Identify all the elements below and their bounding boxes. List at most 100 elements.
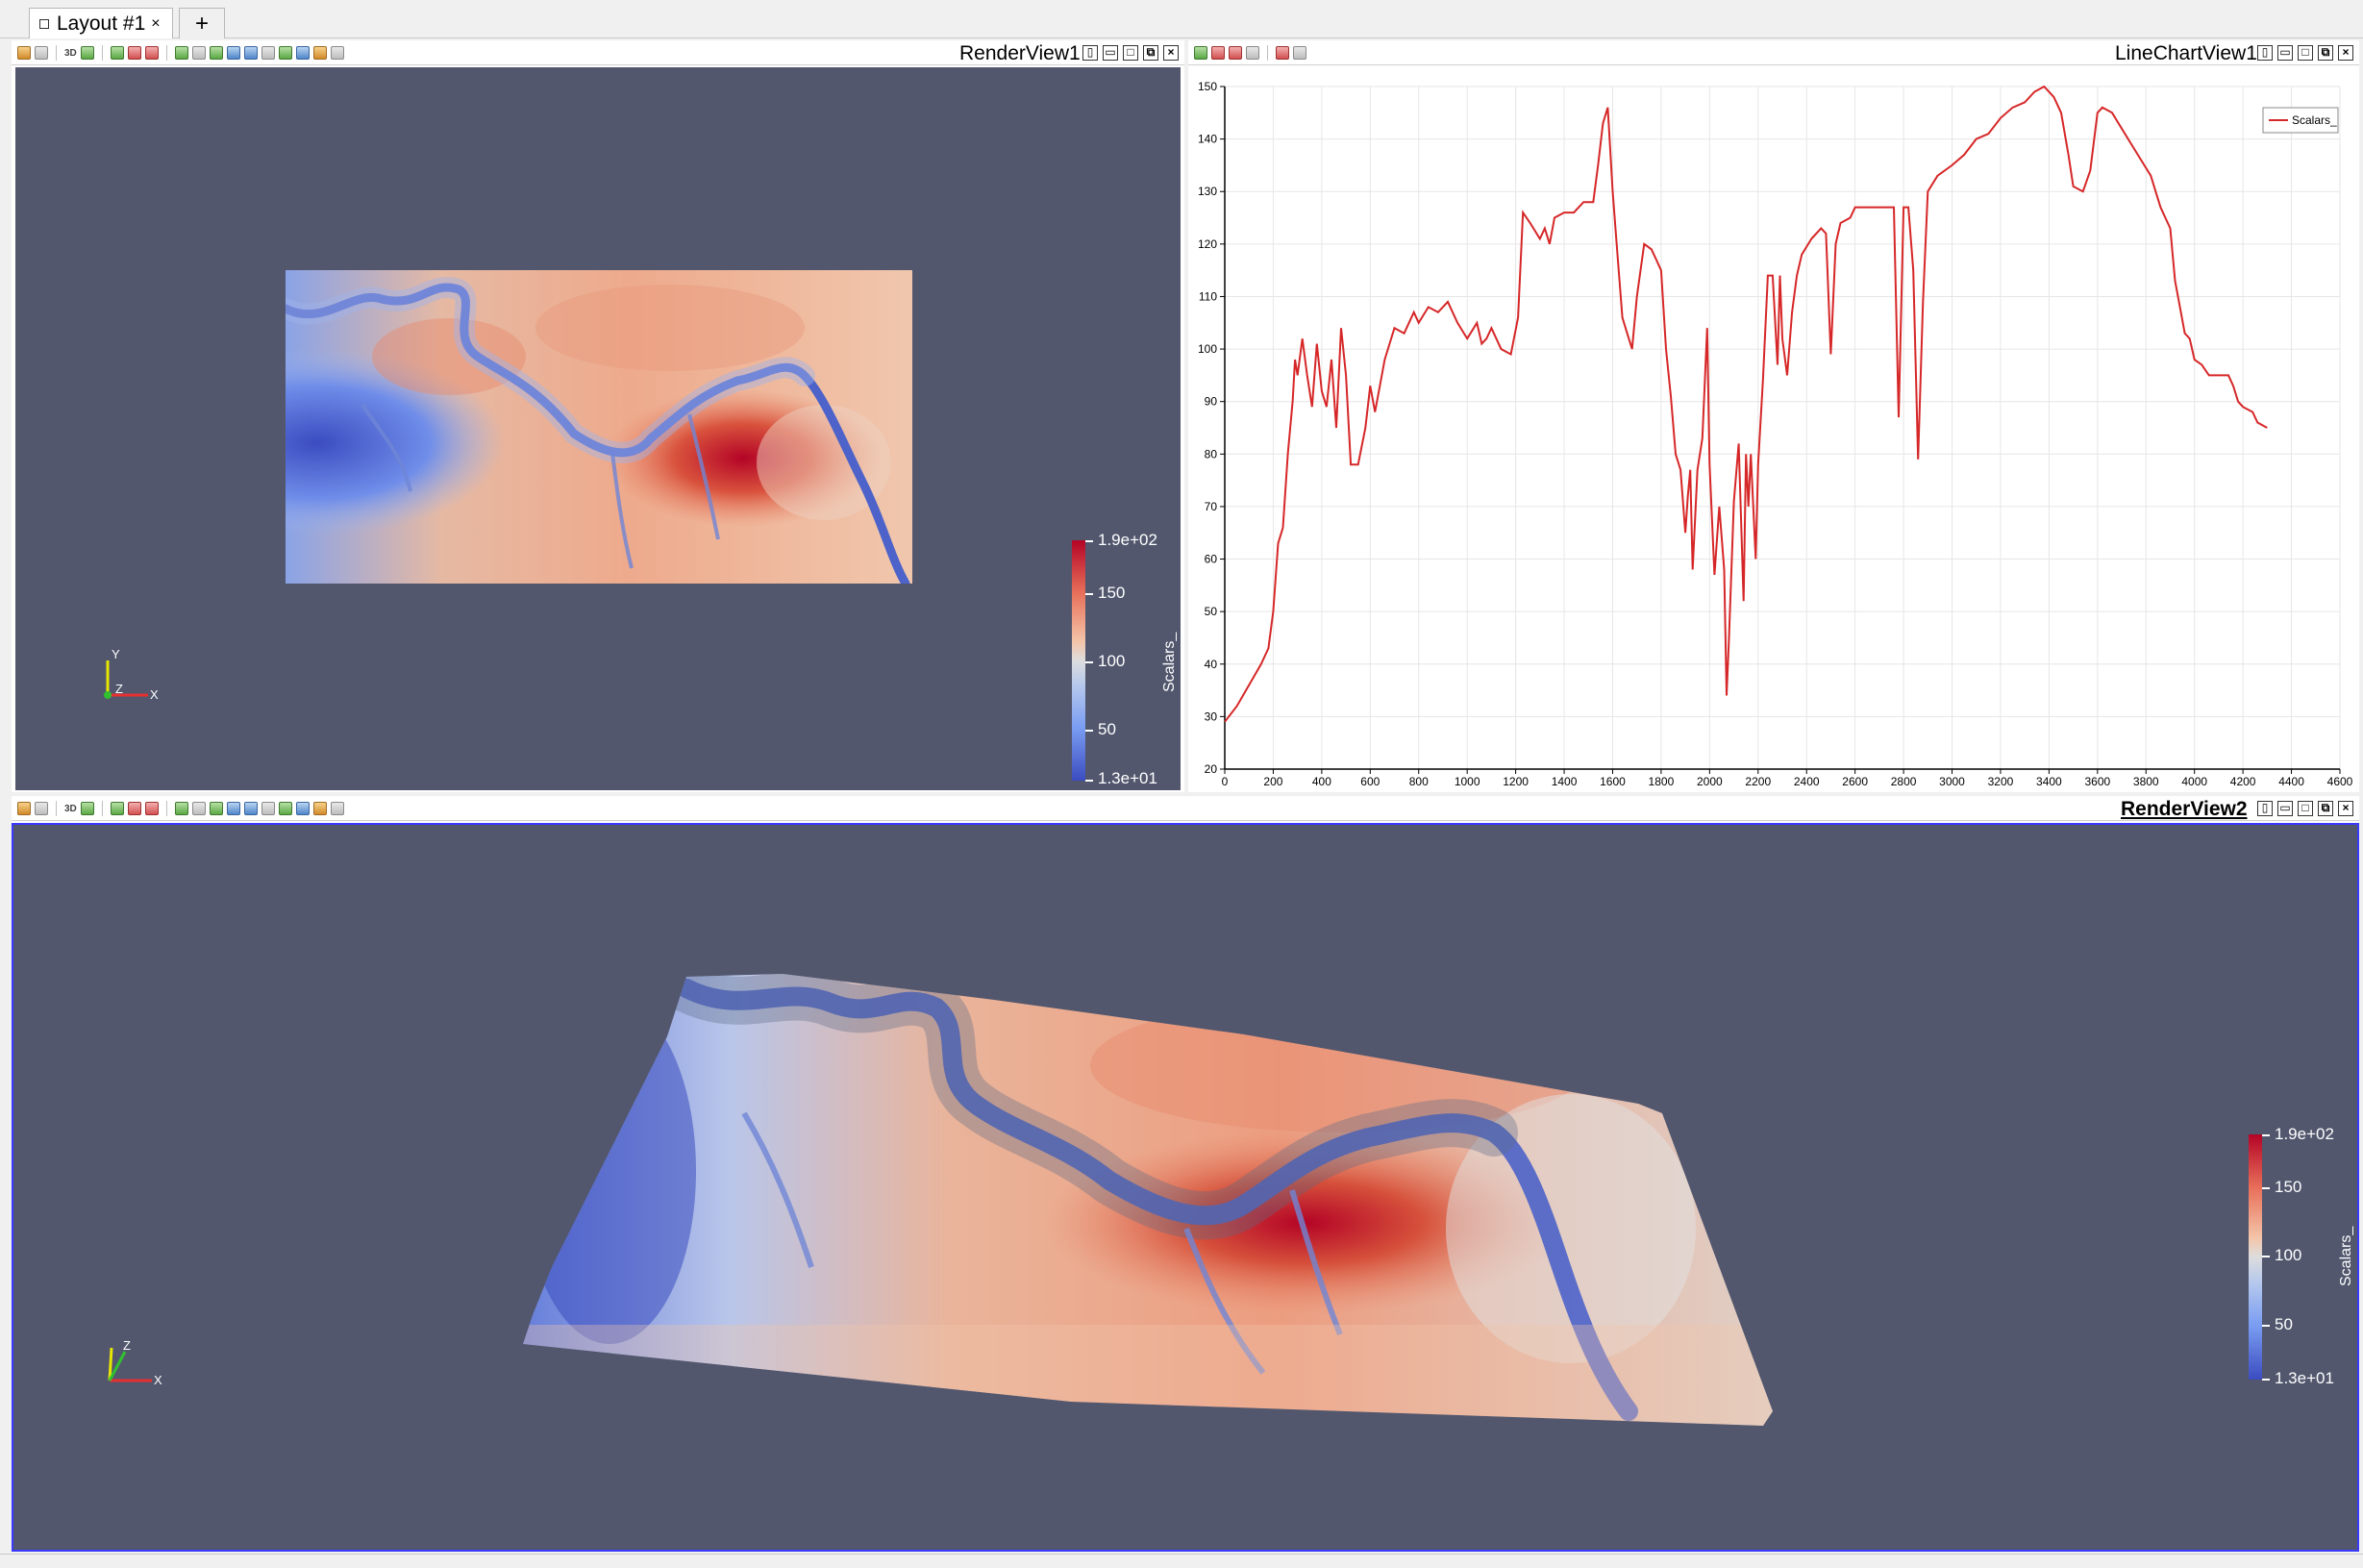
select-frustum-icon[interactable] bbox=[174, 46, 188, 60]
scalar-bar-2-tick bbox=[2262, 1379, 2270, 1381]
chart-clear-selection-icon[interactable] bbox=[1276, 46, 1289, 60]
line-chart[interactable]: 0 200 400 600 800 1000 1200 1400 1600 1800 2000 220… bbox=[1188, 67, 2359, 792]
tab-close-icon[interactable]: × bbox=[151, 14, 161, 32]
clear-selection-icon[interactable] bbox=[330, 802, 344, 815]
x-tick-label: 2400 bbox=[1794, 775, 1820, 788]
y-tick-label: 120 bbox=[1198, 237, 1217, 251]
hover-cells-icon[interactable] bbox=[243, 46, 258, 60]
hover-points-icon[interactable] bbox=[226, 46, 240, 60]
chart-select-toggle-icon[interactable] bbox=[1246, 46, 1259, 60]
split-horizontal-icon[interactable]: ▯ bbox=[1082, 45, 1098, 61]
query-icon[interactable] bbox=[295, 46, 310, 60]
maximize-icon[interactable]: □ bbox=[2298, 801, 2313, 816]
select-frustum-icon[interactable] bbox=[174, 802, 188, 815]
scalar-bar-1-label-50: 50 bbox=[1098, 720, 1116, 738]
chart-capture-icon[interactable] bbox=[1293, 46, 1306, 60]
split-vertical-icon[interactable]: ▭ bbox=[2277, 801, 2293, 816]
scalar-bar-2-label-150: 150 bbox=[2275, 1178, 2302, 1196]
select-block-icon[interactable] bbox=[144, 46, 159, 60]
x-tick-label: 600 bbox=[1360, 775, 1380, 788]
select-block-icon[interactable] bbox=[144, 802, 159, 815]
chart-select-add-icon[interactable] bbox=[1211, 46, 1225, 60]
maximize-icon[interactable]: □ bbox=[1123, 45, 1138, 61]
undock-icon[interactable]: ⧉ bbox=[2318, 801, 2333, 816]
undock-icon[interactable]: ⧉ bbox=[2318, 45, 2333, 61]
render-view-1-frame: 3D RenderView1 ▯ ▭ bbox=[12, 40, 1184, 792]
split-horizontal-icon[interactable]: ▯ bbox=[2257, 801, 2273, 816]
scalar-bar-1-label-100: 100 bbox=[1098, 652, 1126, 670]
y-tick-label: 100 bbox=[1198, 342, 1217, 356]
close-view-icon[interactable]: × bbox=[1163, 45, 1179, 61]
interactive-select-icon[interactable] bbox=[209, 802, 223, 815]
edit-selection-icon[interactable] bbox=[312, 46, 327, 60]
scalar-bar-2-tick bbox=[2262, 1325, 2270, 1327]
toggle-3d-button[interactable]: 3D bbox=[64, 47, 77, 59]
scalar-bar-1-label-max: 1.9e+02 bbox=[1098, 531, 1157, 549]
hover-cells-icon[interactable] bbox=[243, 802, 258, 815]
hover-points-icon[interactable] bbox=[226, 802, 240, 815]
camera-undo-icon[interactable] bbox=[35, 802, 48, 815]
axis-y-label: Y bbox=[112, 647, 120, 661]
x-tick-label: 2600 bbox=[1842, 775, 1868, 788]
scalar-bar-1-label-150: 150 bbox=[1098, 584, 1126, 602]
reset-camera-icon[interactable] bbox=[17, 46, 31, 60]
render-view-1-canvas[interactable]: 1.9e+02 150 100 50 1.3e+01 Scalars_ Y Z … bbox=[15, 67, 1181, 790]
grow-selection-icon[interactable] bbox=[261, 46, 275, 60]
reset-camera-icon[interactable] bbox=[17, 802, 31, 815]
split-horizontal-icon[interactable]: ▯ bbox=[2257, 45, 2273, 61]
select-polygon-icon[interactable] bbox=[191, 802, 206, 815]
split-vertical-icon[interactable]: ▭ bbox=[2277, 45, 2293, 61]
toggle-3d-button[interactable]: 3D bbox=[64, 803, 77, 814]
orientation-axes-2: Z X bbox=[96, 1332, 163, 1390]
scalar-bar-2-label-50: 50 bbox=[2275, 1315, 2293, 1333]
scalar-bar-1-tick bbox=[1085, 780, 1093, 782]
axis-z-label: Z bbox=[123, 1338, 131, 1353]
axis-x-label: X bbox=[150, 687, 159, 702]
line-chart-view-1-title: LineChartView1 bbox=[2115, 42, 2257, 64]
chart-select-subtract-icon[interactable] bbox=[1229, 46, 1242, 60]
maximize-icon[interactable]: □ bbox=[2298, 45, 2313, 61]
camera-undo-icon[interactable] bbox=[35, 46, 48, 60]
shrink-selection-icon[interactable] bbox=[278, 46, 292, 60]
x-tick-label: 0 bbox=[1222, 775, 1229, 788]
select-cells-icon[interactable] bbox=[110, 46, 124, 60]
render-view-2-canvas[interactable]: 1.9e+02 150 100 50 1.3e+01 Scalars_ Z X bbox=[12, 823, 2359, 1552]
x-tick-label: 3400 bbox=[2036, 775, 2062, 788]
edit-selection-icon[interactable] bbox=[312, 802, 327, 815]
render-view-1-title: RenderView1 bbox=[959, 42, 1081, 64]
select-polygon-icon[interactable] bbox=[191, 46, 206, 60]
select-points-icon[interactable] bbox=[127, 802, 141, 815]
add-layout-tab[interactable]: + bbox=[179, 8, 225, 38]
shrink-selection-icon[interactable] bbox=[278, 802, 292, 815]
x-tick-label: 4200 bbox=[2230, 775, 2256, 788]
toolbar-separator bbox=[101, 45, 103, 61]
select-cells-icon[interactable] bbox=[110, 802, 124, 815]
chart-background bbox=[1188, 67, 2359, 792]
capture-icon[interactable] bbox=[80, 46, 94, 60]
tab-layout-1[interactable]: Layout #1 × bbox=[29, 8, 173, 38]
render-view-2-buttons: ▯ ▭ □ ⧉ × bbox=[2257, 801, 2353, 816]
close-view-icon[interactable]: × bbox=[2338, 801, 2353, 816]
interactive-select-icon[interactable] bbox=[209, 46, 223, 60]
layout-tab-bar: Layout #1 × + bbox=[0, 0, 2363, 38]
grow-selection-icon[interactable] bbox=[261, 802, 275, 815]
terrain-3d-surface bbox=[523, 974, 1773, 1426]
split-vertical-icon[interactable]: ▭ bbox=[1103, 45, 1118, 61]
scalar-bar-2-tick bbox=[2262, 1134, 2270, 1136]
toolbar-separator bbox=[165, 45, 167, 61]
line-chart-view-1-header: LineChartView1 ▯ ▭ □ ⧉ × bbox=[1188, 40, 2359, 65]
y-tick-label: 90 bbox=[1205, 395, 1218, 409]
undock-icon[interactable]: ⧉ bbox=[1143, 45, 1158, 61]
x-tick-label: 2000 bbox=[1697, 775, 1723, 788]
line-chart-view-1-toolbar bbox=[1194, 44, 1306, 62]
scalar-bar-2-title: Scalars_ bbox=[2338, 1226, 2354, 1286]
clear-selection-icon[interactable] bbox=[330, 46, 344, 60]
query-icon[interactable] bbox=[295, 802, 310, 815]
x-tick-label: 3600 bbox=[2084, 775, 2110, 788]
close-view-icon[interactable]: × bbox=[2338, 45, 2353, 61]
chart-select-icon[interactable] bbox=[1194, 46, 1207, 60]
select-points-icon[interactable] bbox=[127, 46, 141, 60]
render-view-2-header: 3D RenderView2 ▯ ▭ bbox=[12, 796, 2359, 821]
capture-icon[interactable] bbox=[80, 802, 94, 815]
axis-x-label: X bbox=[154, 1373, 162, 1387]
